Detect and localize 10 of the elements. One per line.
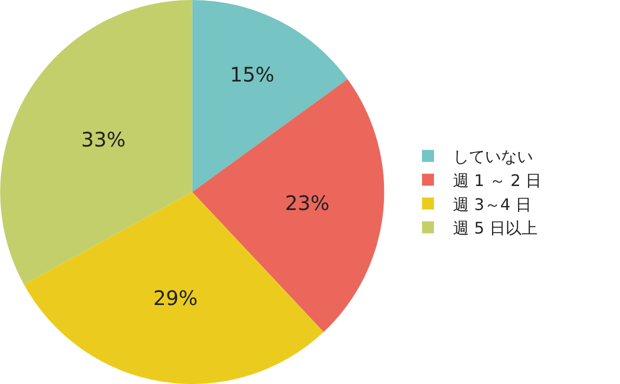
legend-label: 週 3～4 日	[453, 194, 532, 214]
data-label: 29%	[153, 286, 198, 310]
legend-label: 週 5 日以上	[453, 218, 538, 238]
data-label: 15%	[230, 62, 274, 86]
data-label: 33%	[81, 127, 126, 152]
pie-slice	[192, 0, 348, 192]
legend-label: 週 1 ～ 2 日	[453, 170, 542, 190]
data-label: 23%	[285, 190, 330, 215]
legend-label: していない	[453, 147, 533, 166]
pie-slice	[0, 0, 192, 284]
